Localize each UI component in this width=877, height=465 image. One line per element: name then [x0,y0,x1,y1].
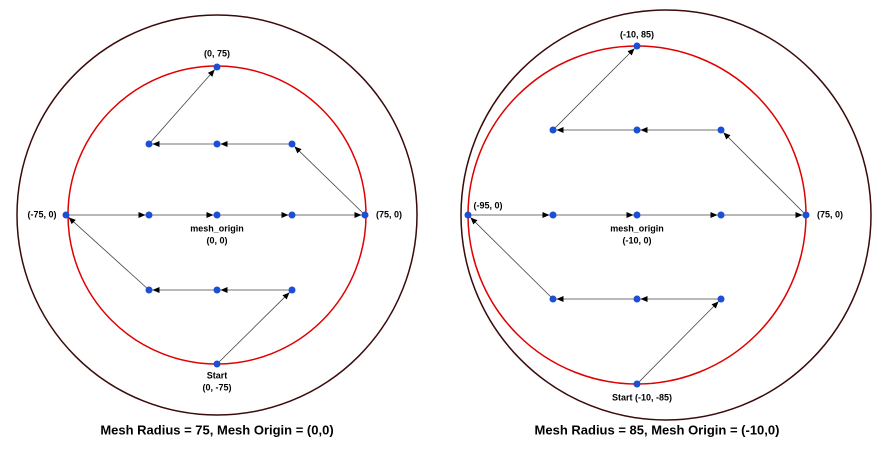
origin-name: mesh_origin [610,223,664,233]
right-label: (75, 0) [376,209,402,219]
probe-point [145,286,153,294]
probe-point [802,211,810,219]
probe-point [288,211,296,219]
top-label: (0, 75) [204,48,230,58]
probe-point [145,211,153,219]
path-arrow [216,292,290,365]
left-label: (-95, 0) [473,200,502,210]
probe-point [633,295,641,303]
start-label: Start [207,370,228,380]
path-arrow [723,132,807,216]
path-arrow [470,217,554,300]
origin-name: mesh_origin [190,223,244,233]
probe-point [633,126,641,134]
left-diagram: (0, 75) (-75, 0) (75, 0) mesh_origin (0,… [16,14,418,437]
probe-point [549,295,557,303]
probe-point [633,42,641,50]
probe-point [633,211,641,219]
caption: Mesh Radius = 85, Mesh Origin = (-10,0) [535,422,780,437]
path-arrow [294,146,366,216]
probe-point [145,140,153,148]
probe-point [213,140,221,148]
right-label: (75, 0) [817,209,843,219]
right-diagram: (-10, 85) (-95, 0) (75, 0) mesh_origin (… [460,9,872,437]
probe-point [717,126,725,134]
probe-point [361,211,369,219]
outer-circle [16,14,418,416]
start-coords: (0, -75) [202,382,231,392]
probe-path [62,63,369,368]
probe-point [464,211,472,219]
probe-point [213,360,221,368]
probe-point [213,63,221,71]
top-label: (-10, 85) [620,29,654,39]
start-label: Start (-10, -85) [612,392,672,402]
probe-point [288,140,296,148]
probe-point [549,211,557,219]
path-arrow [552,48,635,131]
path-arrow [636,301,719,385]
probe-path [464,42,810,388]
path-arrow [68,217,150,291]
origin-label: (0, 0) [206,235,227,245]
probe-point [213,286,221,294]
probe-point [633,380,641,388]
outer-circle [460,9,872,421]
probe-point [717,295,725,303]
left-label: (-75, 0) [27,209,56,219]
probe-point [288,286,296,294]
probe-point [213,211,221,219]
path-arrow [148,69,215,145]
caption: Mesh Radius = 75, Mesh Origin = (0,0) [100,422,333,437]
origin-label: (-10, 0) [622,235,651,245]
probe-point [62,211,70,219]
probe-point [717,211,725,219]
probe-point [549,126,557,134]
